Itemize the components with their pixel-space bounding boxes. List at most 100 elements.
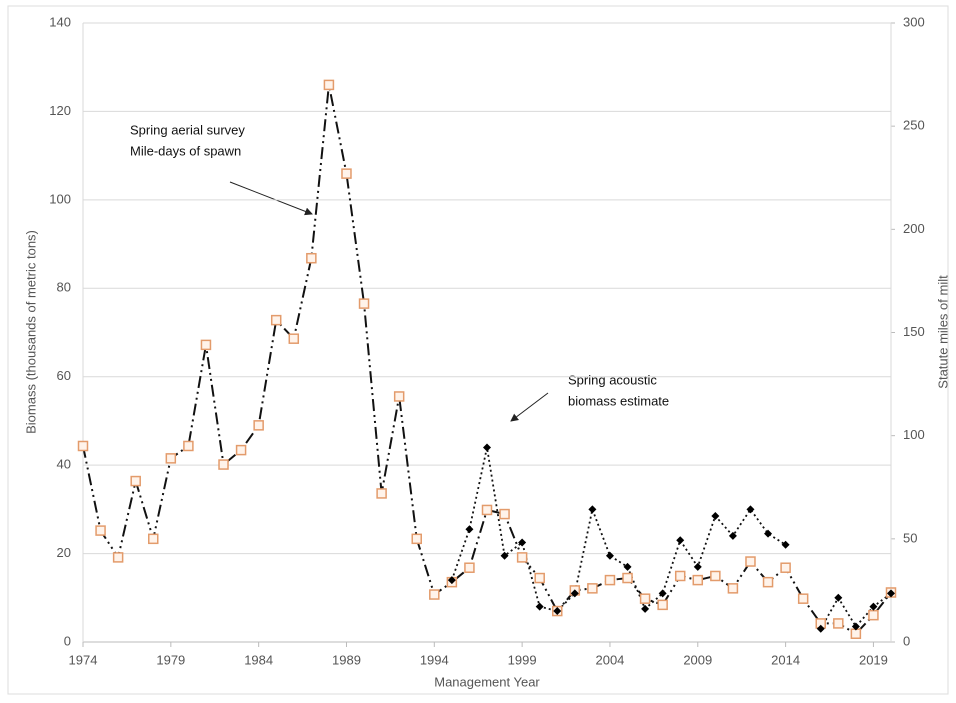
marker-diamond [465,525,474,534]
marker-square [358,298,370,309]
marker-square [639,593,651,604]
marker-square [341,168,352,179]
marker-square [165,453,177,464]
marker-square [516,552,528,563]
x-tick-label: 1979 [156,652,185,667]
marker-square [604,574,616,586]
marker-diamond [483,443,491,452]
marker-square [797,593,809,604]
marker-diamond [623,562,632,571]
marker-square [270,314,282,326]
marker-diamond [711,511,720,520]
marker-square [376,488,387,499]
marker-diamond [781,540,790,549]
y2-tick-label: 100 [903,427,925,442]
marker-square [710,570,721,582]
y-tick-label: 140 [49,14,71,29]
marker-square [200,339,212,351]
x-tick-label: 2014 [771,652,800,667]
marker-diamond [728,531,737,540]
marker-diamond [746,505,755,514]
marker-diamond [693,562,702,571]
marker-square [323,79,335,91]
marker-square [534,572,545,584]
y2-tick-label: 200 [903,221,925,236]
marker-square [622,572,633,584]
marker-square [850,628,862,639]
marker-square [727,583,739,594]
marker-square [429,589,440,600]
marker-diamond [834,593,843,602]
y-tick-label: 20 [57,545,71,560]
y-tick-label: 80 [57,280,71,295]
y-axis-title: Biomass (thousands of metric tons) [23,230,38,434]
marker-diamond [676,536,685,545]
marker-square [288,333,300,344]
marker-square [393,391,405,402]
marker-diamond [553,607,562,616]
x-tick-label: 1989 [332,652,361,667]
marker-diamond [518,538,527,547]
y2-tick-label: 0 [903,633,910,648]
y-tick-label: 100 [49,191,71,206]
marker-square [95,525,106,536]
y2-axis-title: Statute miles of milt [935,275,950,389]
marker-square [657,599,668,611]
marker-square [77,440,89,452]
marker-square [587,583,598,594]
marker-diamond [816,624,825,633]
marker-square [218,459,229,470]
y-tick-label: 60 [57,368,71,383]
marker-diamond [641,604,650,613]
chart-frame [7,5,949,695]
x-axis-title: Management Year [434,674,540,689]
marker-square [745,556,756,567]
x-tick-label: 1984 [244,652,273,667]
series-line [82,84,892,636]
y2-tick-label: 50 [903,530,917,545]
marker-square [762,576,774,588]
marker-square [464,562,475,573]
marker-square [692,574,704,586]
marker-square [481,504,493,516]
marker-diamond [570,589,579,598]
annotation: Spring acoustic [568,372,657,387]
y-tick-label: 40 [57,457,71,472]
marker-square [674,570,686,582]
marker-diamond [658,589,667,598]
x-tick-label: 2019 [859,652,888,667]
marker-diamond [869,602,878,611]
marker-square [780,562,791,573]
y-tick-label: 120 [49,103,71,118]
marker-square [148,533,159,545]
series-line [451,447,892,630]
y2-tick-label: 300 [903,14,925,29]
x-tick-label: 1974 [69,652,98,667]
annotation-arrow [510,392,549,422]
marker-diamond [851,622,860,631]
x-tick-label: 1994 [420,652,449,667]
marker-square [306,252,317,264]
marker-square [868,609,879,621]
annotation: Spring aerial survey [130,122,245,137]
marker-diamond [500,551,509,560]
marker-square [253,420,264,431]
marker-square [235,444,247,456]
x-tick-label: 1999 [508,652,537,667]
x-tick-label: 2004 [595,652,624,667]
annotation: Mile-days of spawn [130,143,241,158]
y2-tick-label: 150 [903,324,925,339]
marker-square [130,475,141,487]
marker-square [833,618,844,629]
y-tick-label: 0 [64,633,71,648]
marker-diamond [588,505,597,514]
marker-diamond [764,529,773,538]
annotation-arrow [229,181,313,216]
marker-diamond [447,576,456,585]
marker-diamond [887,589,895,598]
marker-diamond [605,551,614,560]
marker-square [411,533,422,545]
x-tick-label: 2009 [683,652,712,667]
marker-square [499,508,510,520]
